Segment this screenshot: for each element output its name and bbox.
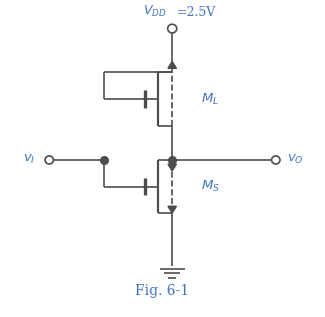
Text: $v_I$: $v_I$ <box>23 153 36 166</box>
Text: $v_O$: $v_O$ <box>287 153 304 166</box>
Polygon shape <box>168 61 176 68</box>
Polygon shape <box>168 206 176 213</box>
Text: $V_{DD}$: $V_{DD}$ <box>143 4 166 19</box>
Text: =2.5V: =2.5V <box>177 6 216 19</box>
Text: Fig. 6-1: Fig. 6-1 <box>136 284 189 298</box>
Polygon shape <box>168 164 176 171</box>
Text: $M_S$: $M_S$ <box>201 179 220 194</box>
Text: $M_L$: $M_L$ <box>201 91 219 107</box>
